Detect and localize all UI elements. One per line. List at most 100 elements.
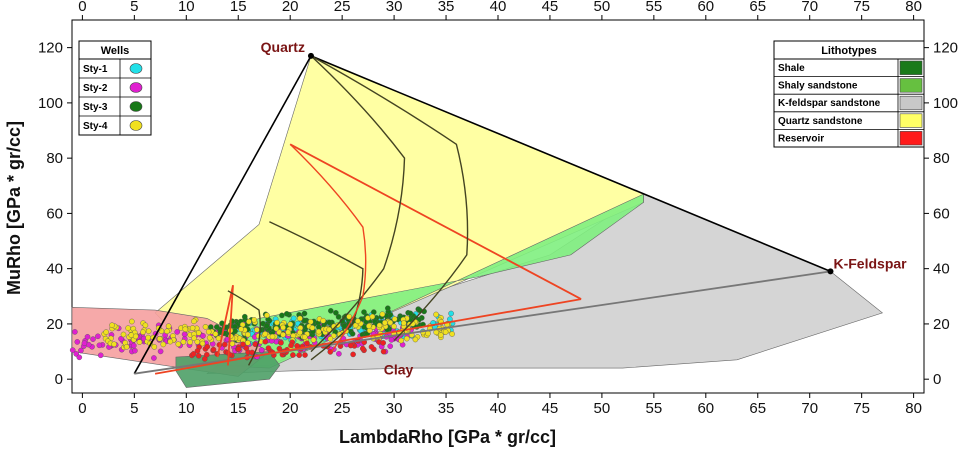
point-sty-4: [433, 311, 439, 318]
point-sty-4: [297, 325, 304, 331]
x-tick-label: 10: [178, 400, 195, 417]
point-sty-4: [352, 322, 359, 329]
point-reservoir: [262, 338, 269, 345]
point-sty-4: [280, 324, 286, 331]
wells-legend-label: Sty-3: [83, 102, 108, 113]
point-reservoir: [235, 346, 242, 352]
point-sty-4: [175, 341, 182, 348]
point-reservoir: [276, 345, 283, 352]
point-sty-4: [111, 341, 117, 348]
point-sty-4: [251, 317, 257, 323]
point-sty-4: [285, 329, 291, 336]
point-sty-1: [290, 315, 297, 322]
wells-legend-label: Sty-4: [83, 121, 108, 132]
point-sty-4: [287, 321, 294, 328]
wells-legend-swatch-sty-3: [129, 101, 143, 112]
point-sty-4: [128, 318, 135, 325]
point-sty-4: [326, 326, 333, 333]
point-sty-2: [97, 352, 104, 359]
point-sty-4: [400, 320, 407, 326]
point-sty-4: [412, 336, 419, 343]
x-tick-label-top: 35: [438, 0, 455, 15]
point-sty-2: [157, 348, 164, 355]
point-reservoir: [327, 349, 334, 355]
x-tick-label-top: 10: [178, 0, 195, 15]
x-tick-label: 70: [801, 400, 818, 417]
point-sty-4: [160, 341, 167, 348]
x-tick-label: 35: [438, 400, 455, 417]
wells-legend-label: Sty-2: [83, 83, 108, 94]
curve-quartz-arc-outer: [310, 55, 469, 341]
point-sty-4: [320, 317, 327, 324]
point-sty-3: [349, 330, 356, 337]
point-sty-3: [326, 319, 333, 326]
y-tick-label: 40: [46, 261, 63, 278]
x-tick-label-top: 30: [386, 0, 403, 15]
point-sty-2: [174, 329, 180, 335]
x-tick-label: 55: [646, 400, 663, 417]
x-tick-label: 65: [749, 400, 766, 417]
x-tick-label-top: 20: [282, 0, 299, 15]
lithotypes-legend: Lithotypes Shale Shaly sandstone K-feldspa…: [773, 40, 925, 148]
point-sty-3: [301, 317, 308, 324]
point-sty-3: [213, 324, 220, 330]
point-sty-4: [442, 329, 449, 335]
point-sty-4: [206, 334, 213, 341]
point-reservoir: [368, 344, 375, 350]
wells-legend-swatch-sty-1: [129, 63, 143, 74]
point-sty-4: [194, 339, 201, 345]
x-tick-label: 60: [697, 400, 714, 417]
point-sty-4: [142, 322, 149, 329]
point-reservoir: [380, 348, 387, 355]
points-layer: [69, 305, 456, 362]
point-sty-4: [307, 318, 314, 325]
point-reservoir: [204, 343, 211, 350]
point-sty-4: [182, 326, 189, 333]
lithotypes-legend-label: Quartz sandstone: [778, 116, 863, 127]
x-tick-label: 75: [853, 400, 870, 417]
x-tick-label-top: 5: [130, 0, 138, 15]
lithotypes-legend-swatch-shale: [899, 60, 923, 75]
point-sty-2: [130, 342, 137, 349]
point-reservoir: [288, 342, 294, 349]
point-sty-3: [283, 310, 290, 317]
line-red-boundary-upper: [289, 143, 582, 300]
point-sty-4: [297, 329, 303, 336]
point-reservoir: [380, 340, 387, 346]
point-sty-4: [387, 319, 394, 326]
y-tick-label: 60: [46, 205, 63, 222]
lithotypes-legend-label: Shaly sandstone: [778, 81, 858, 92]
wells-legend-swatch-sty-2: [129, 82, 143, 93]
point-sty-4: [269, 333, 276, 340]
x-tick-label-top: 25: [334, 0, 351, 15]
point-sty-2: [90, 336, 96, 342]
y-tick-label: 0: [55, 371, 63, 388]
point-sty-4: [398, 337, 404, 344]
point-sty-4: [191, 318, 197, 325]
point-sty-2: [84, 333, 91, 340]
x-tick-label-top: 70: [801, 0, 818, 15]
point-reservoir: [347, 342, 354, 349]
point-sty-3: [335, 314, 342, 320]
point-sty-4: [132, 333, 139, 340]
point-sty-4: [202, 323, 209, 330]
point-sty-4: [262, 331, 269, 337]
lithotypes-legend-swatch-quartz-sandstone: [899, 113, 923, 128]
point-sty-4: [379, 311, 386, 318]
point-sty-4: [346, 313, 352, 320]
point-sty-3: [232, 328, 238, 334]
point-reservoir: [240, 341, 246, 348]
lithotypes-legend-label: Shale: [778, 63, 805, 74]
curve-quartz-arc-inner: [310, 55, 406, 353]
point-sty-4: [391, 323, 397, 330]
point-reservoir: [190, 351, 197, 357]
point-sty-4: [301, 334, 308, 340]
y-tick-label-right: 60: [933, 205, 950, 222]
wells-legend: Wells Sty-1 Sty-2 Sty-3 Sty-4: [78, 40, 152, 136]
y-tick-label: 100: [38, 95, 63, 112]
point-sty-4: [145, 334, 151, 341]
point-reservoir: [194, 348, 201, 354]
y-tick-label-right: 0: [933, 371, 941, 388]
y-tick-label-right: 100: [933, 95, 958, 112]
y-tick-label: 120: [38, 40, 63, 57]
